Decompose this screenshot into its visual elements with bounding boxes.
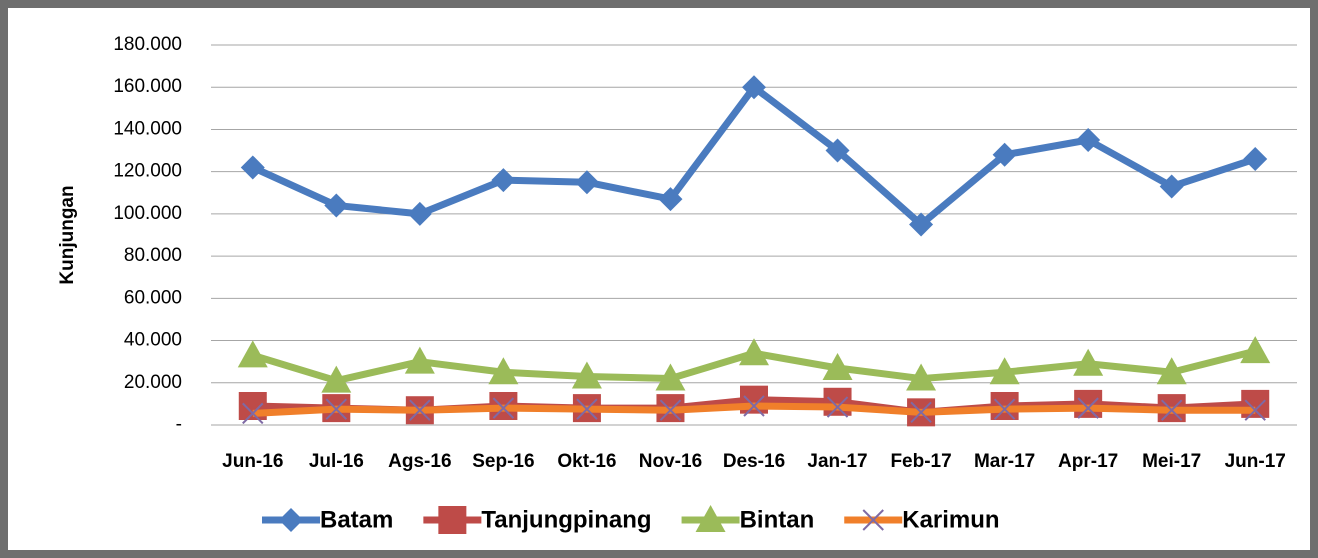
x-tick-label: Jun-16 <box>222 451 283 472</box>
x-tick-label: Jul-16 <box>309 451 364 472</box>
chart: Kunjungan - 20.000 40.000 60.000 80.000 100.0… <box>0 0 1318 558</box>
x-tick-label: Ags-16 <box>388 451 451 472</box>
x-tick-label: Okt-16 <box>557 451 616 472</box>
legend-marker <box>438 506 466 534</box>
point-marker <box>1074 390 1102 418</box>
x-tick-label: Mei-17 <box>1142 451 1201 472</box>
point-marker <box>824 388 852 416</box>
y-tick-label: 100.000 <box>113 203 182 224</box>
x-tick-label: Des-16 <box>723 451 785 472</box>
y-tick-label: 120.000 <box>113 161 182 182</box>
legend-label: Batam <box>320 506 393 533</box>
y-tick-label: 160.000 <box>113 76 182 97</box>
x-tick-label: Feb-17 <box>890 451 951 472</box>
y-tick-label: - <box>176 414 182 435</box>
legend-label: Karimun <box>902 506 999 533</box>
x-tick-label: Mar-17 <box>974 451 1035 472</box>
y-tick-label: 180.000 <box>113 34 182 55</box>
legend-label: Tanjungpinang <box>481 506 651 533</box>
x-tick-label: Nov-16 <box>639 451 702 472</box>
legend-label: Bintan <box>740 506 815 533</box>
x-tick-label: Jun-17 <box>1225 451 1286 472</box>
x-tick-label: Apr-17 <box>1058 451 1118 472</box>
y-tick-label: 40.000 <box>124 330 182 351</box>
y-tick-label: 20.000 <box>124 372 182 393</box>
y-axis-title: Kunjungan <box>57 185 78 284</box>
y-tick-label: 140.000 <box>113 118 182 139</box>
y-tick-label: 60.000 <box>124 287 182 308</box>
x-tick-label: Sep-16 <box>472 451 534 472</box>
y-tick-label: 80.000 <box>124 245 182 266</box>
x-tick-label: Jan-17 <box>807 451 867 472</box>
